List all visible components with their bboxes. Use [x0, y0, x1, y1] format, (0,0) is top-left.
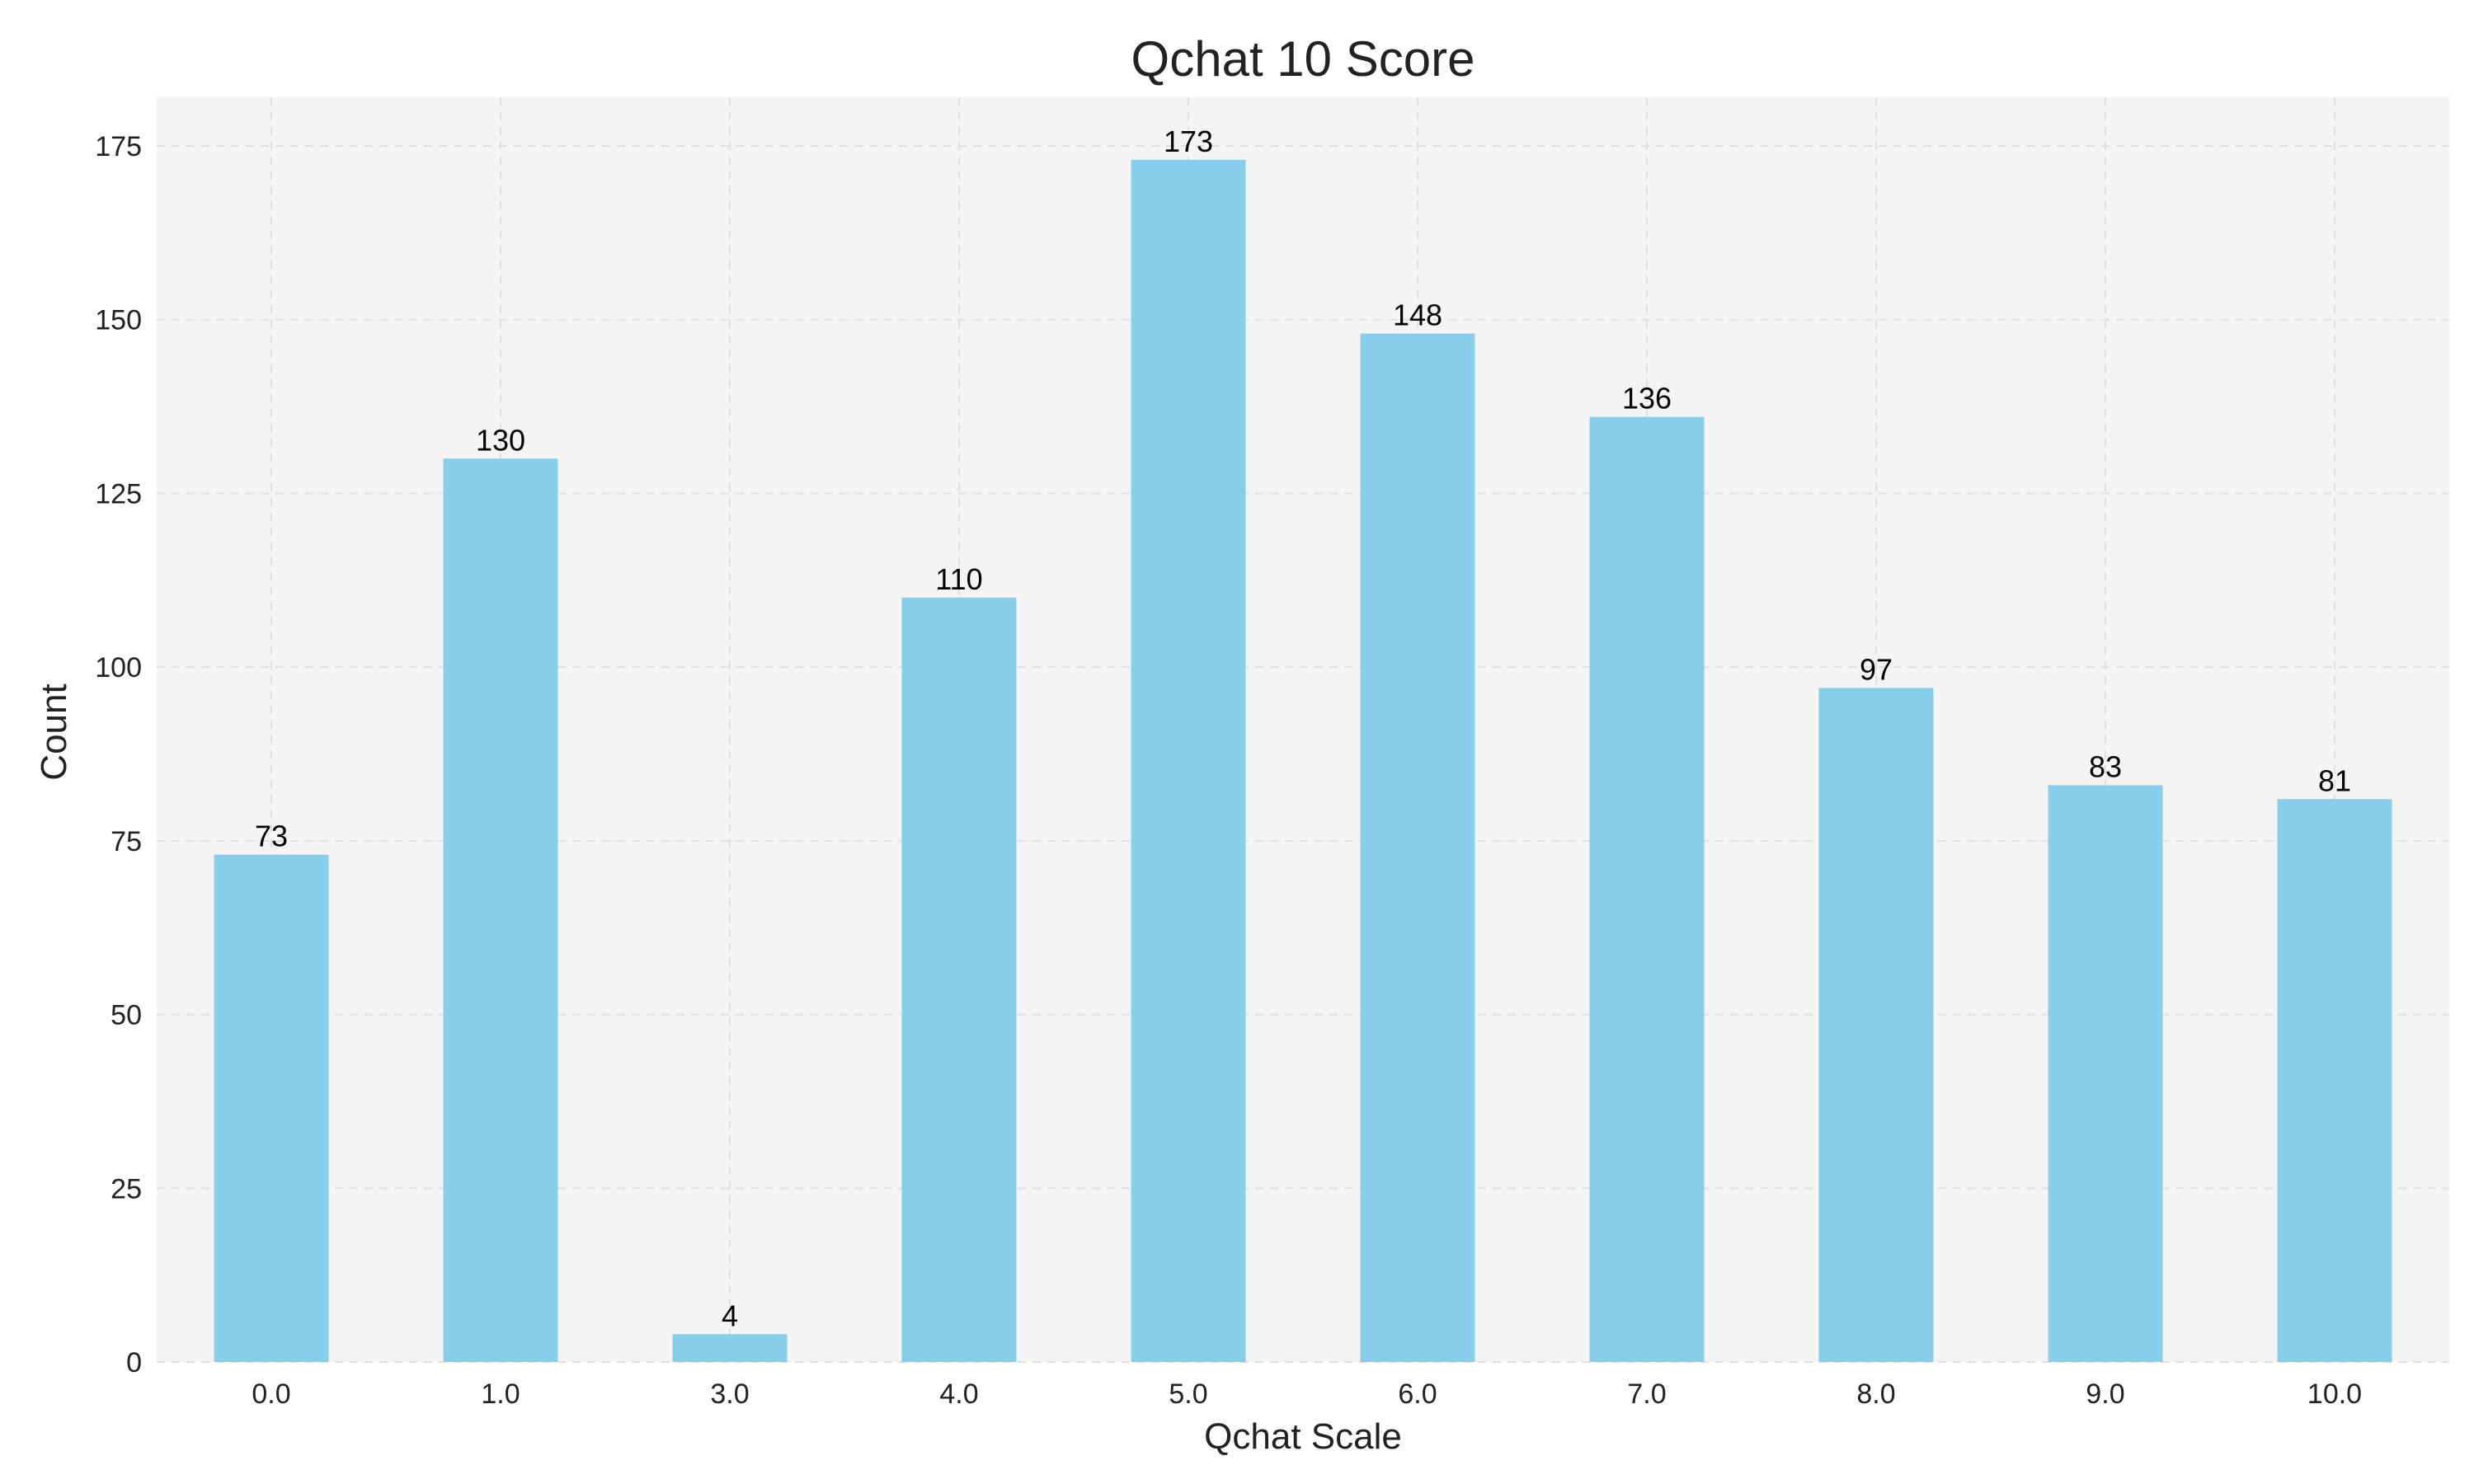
data-label-1.0: 130 — [476, 423, 525, 457]
x-tick-label: 9.0 — [2086, 1378, 2124, 1410]
y-tick-label: 50 — [111, 1000, 142, 1031]
data-label-8.0: 97 — [1860, 652, 1893, 686]
data-label-0.0: 73 — [255, 819, 288, 853]
x-tick-label: 0.0 — [252, 1378, 290, 1410]
bar-6.0 — [1360, 333, 1475, 1363]
bar-7.0 — [1589, 416, 1705, 1362]
data-label-6.0: 148 — [1393, 298, 1442, 332]
bar-9.0 — [2048, 785, 2163, 1362]
x-tick-label: 8.0 — [1856, 1378, 1895, 1410]
chart-title: Qchat 10 Score — [1131, 31, 1475, 87]
x-tick-label: 3.0 — [710, 1378, 749, 1410]
bar-0.0 — [214, 854, 329, 1362]
data-label-3.0: 4 — [722, 1298, 738, 1332]
x-tick-label: 4.0 — [939, 1378, 978, 1410]
y-tick-label: 0 — [126, 1347, 142, 1378]
y-tick-label: 175 — [95, 131, 142, 162]
bar-5.0 — [1131, 159, 1246, 1362]
data-label-4.0: 110 — [935, 562, 982, 596]
bars — [214, 159, 2392, 1363]
y-axis-ticks: 0 25 50 75 100 125 150 175 — [95, 131, 142, 1378]
data-label-5.0: 173 — [1164, 124, 1213, 158]
x-axis-ticks: 0.0 1.0 3.0 4.0 5.0 6.0 7.0 8.0 9.0 10.0 — [252, 1378, 2362, 1410]
y-tick-label: 100 — [95, 652, 142, 683]
bar-4.0 — [901, 597, 1017, 1362]
bar-8.0 — [1818, 688, 1934, 1362]
data-labels: 73 130 4 110 173 148 136 97 83 81 — [255, 124, 2351, 1332]
y-axis-label: Count — [34, 683, 74, 780]
data-label-7.0: 136 — [1622, 382, 1672, 416]
bar-10.0 — [2277, 799, 2392, 1362]
x-tick-label: 7.0 — [1627, 1378, 1666, 1410]
x-tick-label: 1.0 — [481, 1378, 520, 1410]
y-tick-label: 125 — [95, 478, 142, 510]
data-label-10.0: 81 — [2318, 763, 2351, 797]
x-tick-label: 6.0 — [1398, 1378, 1437, 1410]
x-tick-label: 10.0 — [2307, 1378, 2362, 1410]
y-tick-label: 150 — [95, 305, 142, 336]
x-axis-label: Qchat Scale — [1204, 1416, 1402, 1457]
y-tick-label: 75 — [111, 826, 142, 857]
data-label-9.0: 83 — [2089, 749, 2122, 783]
bar-3.0 — [672, 1334, 788, 1362]
x-tick-label: 5.0 — [1169, 1378, 1207, 1410]
bar-1.0 — [443, 458, 558, 1363]
y-tick-label: 25 — [111, 1173, 142, 1205]
